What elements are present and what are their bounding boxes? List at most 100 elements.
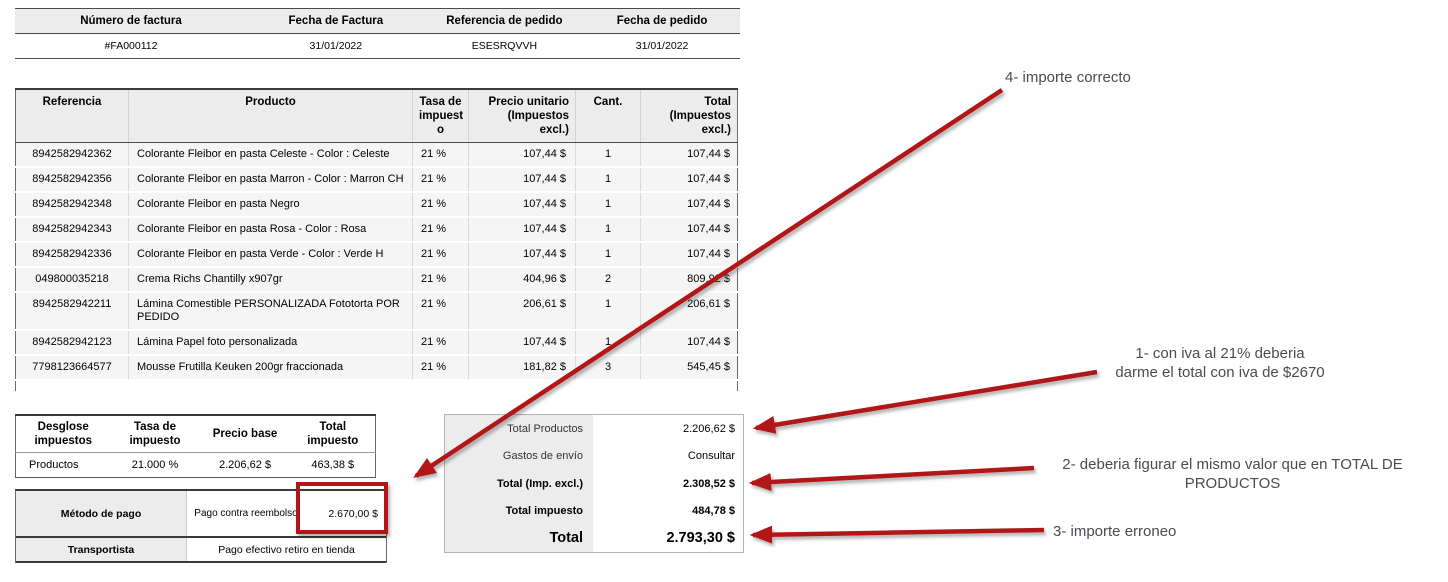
product-cell-total: 809,92 $: [640, 266, 738, 293]
product-row: 8942582942356 Colorante Fleibor en pasta …: [15, 166, 738, 193]
product-cell-tax: 21 %: [412, 142, 469, 168]
product-cell-prod: Lámina Papel foto personalizada: [128, 329, 413, 356]
arrow-2-total-imp-excl: [748, 465, 1035, 491]
totals-label: Total: [445, 524, 593, 553]
product-cell-tax: 21 %: [412, 241, 469, 268]
product-cell-unit: 181,82 $: [468, 354, 576, 381]
product-cell-tax: 21 %: [412, 191, 469, 218]
order-date-value: 31/01/2022: [584, 33, 740, 59]
totals-label: Total (Imp. excl.): [445, 469, 593, 498]
product-cell-total: 206,61 $: [640, 291, 738, 331]
order-totals-box: Total Productos 2.206,62 $ Gastos de envío…: [444, 414, 744, 553]
product-cell-total: 107,44 $: [640, 329, 738, 356]
carrier-label: Transportista: [16, 538, 186, 561]
product-cell-tax: 21 %: [412, 329, 469, 356]
product-cell-qty: 1: [575, 216, 641, 243]
payment-method-amount: 2.670,00 $: [328, 507, 378, 520]
totals-value: 2.308,52 $: [683, 477, 735, 490]
tax-breakdown-rate: 21.000 %: [110, 452, 200, 478]
product-cell-unit: 107,44 $: [468, 216, 576, 243]
tax-breakdown-name: Productos: [15, 452, 111, 478]
totals-value: 484,78 $: [692, 504, 735, 517]
col-header-precio-unitario: Precio unitario (Impuestos excl.): [468, 89, 576, 143]
annotation-note-1: 1- con iva al 21% deberia darme el total…: [1115, 345, 1325, 381]
col-header-total-impuesto: Total impuesto: [290, 415, 376, 453]
payment-table: Método de pago Pago contra reembolso 2.6…: [15, 489, 387, 563]
product-cell-total: 107,44 $: [640, 241, 738, 268]
product-cell-prod: Lámina Comestible PERSONALIZADA Fototort…: [128, 291, 413, 331]
product-cell-unit: 107,44 $: [468, 191, 576, 218]
product-cell-qty: 1: [575, 329, 641, 356]
tax-breakdown-header-row: Desglose impuestos Tasa de impuesto Prec…: [15, 415, 376, 453]
col-header-tasa-impuesto: Tasa de impuest o: [412, 89, 469, 143]
invoice-meta-value-row: #FA000112 31/01/2022 ESESRQVVH 31/01/202…: [15, 33, 740, 59]
tax-breakdown-table: Desglose impuestos Tasa de impuesto Prec…: [15, 414, 376, 478]
totals-label: Total Productos: [445, 415, 593, 443]
invoice-date-header: Fecha de Factura: [247, 8, 425, 34]
carrier-row: Transportista Pago efectivo retiro en ti…: [16, 538, 386, 563]
product-cell-ref: 8942582942356: [15, 166, 129, 193]
product-cell-qty: 2: [575, 266, 641, 293]
invoice-date-value: 31/01/2022: [247, 33, 425, 59]
product-cell-unit: 404,96 $: [468, 266, 576, 293]
product-cell-unit: 107,44 $: [468, 142, 576, 168]
product-cell-tax: 21 %: [412, 166, 469, 193]
product-cell-total: 107,44 $: [640, 166, 738, 193]
product-cell-unit: 107,44 $: [468, 166, 576, 193]
product-cell-prod: Colorante Fleibor en pasta Negro: [128, 191, 413, 218]
col-header-producto: Producto: [128, 89, 413, 143]
totals-value: 2.793,30 $: [666, 530, 735, 547]
product-row: 8942582942336 Colorante Fleibor en pasta …: [15, 241, 738, 268]
col-header-referencia: Referencia: [15, 89, 129, 143]
product-row: 8942582942362 Colorante Fleibor en pasta …: [15, 142, 738, 168]
annotation-note-4: 4- importe correcto: [1005, 69, 1131, 86]
payment-method-value: Pago contra reembolso: [194, 507, 298, 519]
product-cell-total: 107,44 $: [640, 142, 738, 168]
tax-breakdown-base: 2.206,62 $: [199, 452, 291, 478]
totals-row: Total impuesto 484,78 $: [445, 497, 743, 525]
col-header-desglose: Desglose impuestos: [15, 415, 111, 453]
product-cell-ref: 8942582942211: [15, 291, 129, 331]
product-cell-prod: Crema Richs Chantilly x907gr: [128, 266, 413, 293]
product-row: 7798123664577 Mousse Frutilla Keuken 200g…: [15, 354, 738, 381]
product-cell-tax: 21 %: [412, 266, 469, 293]
product-cell-qty: 1: [575, 291, 641, 331]
product-cell-prod: Colorante Fleibor en pasta Celeste - Col…: [128, 142, 413, 168]
col-header-cantidad: Cant.: [575, 89, 641, 143]
totals-row: Total (Imp. excl.) 2.308,52 $: [445, 469, 743, 498]
products-header-row: Referencia Producto Tasa de impuest o Pr…: [15, 89, 738, 143]
product-row: 8942582942348 Colorante Fleibor en pasta …: [15, 191, 738, 218]
invoice-meta-table: Número de factura Fecha de Factura Refer…: [15, 8, 740, 59]
invoice-meta-header-row: Número de factura Fecha de Factura Refer…: [15, 8, 740, 34]
order-reference-value: ESESRQVVH: [424, 33, 585, 59]
product-cell-qty: 3: [575, 354, 641, 381]
product-cell-qty: 1: [575, 142, 641, 168]
product-cell-unit: 107,44 $: [468, 241, 576, 268]
col-header-tasa: Tasa de impuesto: [110, 415, 200, 453]
totals-row: Total 2.793,30 $: [445, 524, 743, 553]
product-cell-total: 107,44 $: [640, 216, 738, 243]
products-table-spacer-row: [15, 379, 738, 393]
products-table-body: 8942582942362 Colorante Fleibor en pasta …: [15, 142, 738, 381]
product-cell-prod: Mousse Frutilla Keuken 200gr fraccionada: [128, 354, 413, 381]
product-row: 8942582942123 Lámina Papel foto personali…: [15, 329, 738, 356]
totals-value: Consultar: [687, 450, 735, 463]
product-cell-ref: 7798123664577: [15, 354, 129, 381]
totals-value: 2.206,62 $: [683, 422, 735, 435]
product-cell-total: 545,45 $: [640, 354, 738, 381]
product-row: 049800035218 Crema Richs Chantilly x907gr…: [15, 266, 738, 293]
products-table: Referencia Producto Tasa de impuest o Pr…: [15, 88, 738, 393]
product-cell-total: 107,44 $: [640, 191, 738, 218]
annotation-note-3: 3- importe erroneo: [1053, 523, 1177, 540]
totals-row: Total Productos 2.206,62 $: [445, 415, 743, 443]
totals-label: Gastos de envío: [445, 442, 593, 470]
product-cell-ref: 8942582942336: [15, 241, 129, 268]
product-row: 8942582942343 Colorante Fleibor en pasta …: [15, 216, 738, 243]
order-date-header: Fecha de pedido: [584, 8, 740, 34]
payment-method-label: Método de pago: [16, 491, 186, 536]
product-cell-qty: 1: [575, 166, 641, 193]
product-cell-tax: 21 %: [412, 216, 469, 243]
invoice-number-header: Número de factura: [15, 8, 247, 34]
product-cell-prod: Colorante Fleibor en pasta Verde - Color…: [128, 241, 413, 268]
